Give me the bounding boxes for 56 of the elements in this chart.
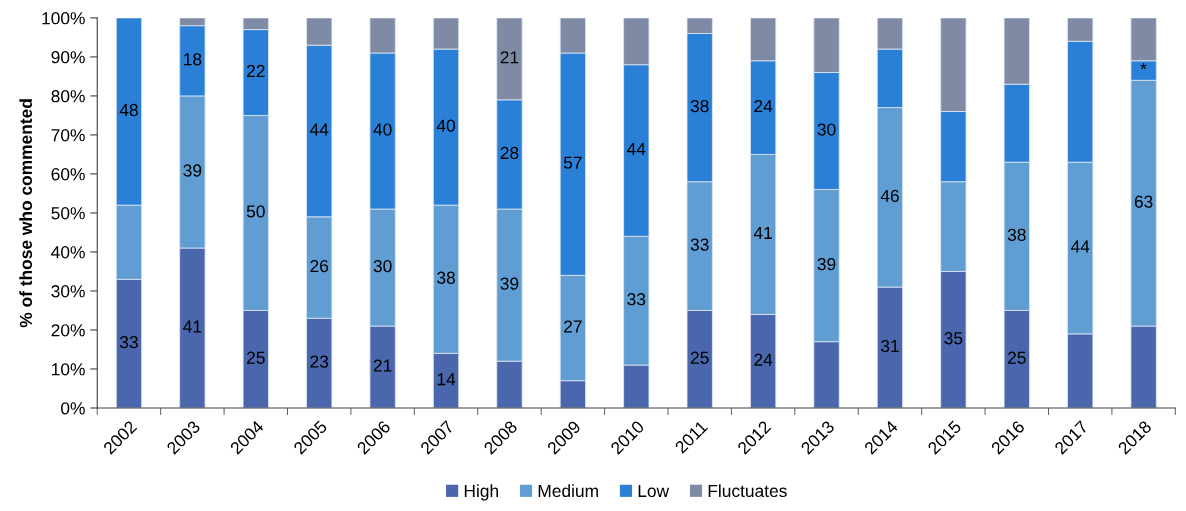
data-label: 21 <box>500 51 519 64</box>
data-label: 38 <box>690 99 709 113</box>
data-label: 40 <box>436 119 456 132</box>
data-label: 39 <box>817 257 836 271</box>
data-label: 57 <box>563 156 582 169</box>
data-label: 33 <box>627 293 646 306</box>
y-tick-label: 40% <box>51 246 85 259</box>
data-label: 30 <box>373 259 392 273</box>
data-label: 23 <box>310 355 329 368</box>
data-label: 33 <box>690 238 709 251</box>
data-label: 48 <box>119 103 138 117</box>
y-tick-label: 0% <box>61 402 85 415</box>
data-label: 21 <box>373 359 392 372</box>
y-tick-label: 10% <box>52 363 85 376</box>
y-tick-label: 70% <box>51 129 85 142</box>
data-label: 39 <box>183 164 202 177</box>
data-label: 44 <box>309 123 329 136</box>
data-label: 26 <box>310 259 329 273</box>
data-label: 24 <box>754 353 773 366</box>
data-label: 41 <box>183 320 202 333</box>
data-label: * <box>1140 63 1147 70</box>
data-label: 63 <box>1134 195 1153 208</box>
y-tick-label: 50% <box>51 207 85 220</box>
y-tick-label: 30% <box>51 285 85 298</box>
data-label: 28 <box>500 146 519 160</box>
data-label: 38 <box>1007 228 1026 241</box>
legend-label: Fluctuates <box>708 484 787 498</box>
data-label: 25 <box>1008 351 1026 364</box>
data-label: 44 <box>627 143 646 156</box>
y-tick-label: 60% <box>51 168 85 181</box>
data-label: 25 <box>690 351 709 364</box>
data-label: 38 <box>437 271 455 284</box>
data-label: 25 <box>247 351 265 364</box>
data-label: 30 <box>817 123 836 136</box>
data-label: 33 <box>119 335 138 349</box>
data-label: 41 <box>753 226 772 239</box>
legend-label: Low <box>638 484 670 498</box>
y-tick-label: 90% <box>51 51 85 64</box>
y-tick-label: 100% <box>42 12 85 25</box>
data-label: 31 <box>880 339 899 353</box>
data-label: 35 <box>944 332 963 345</box>
data-label: 50 <box>246 205 265 218</box>
data-label: 46 <box>880 189 899 202</box>
data-label: 44 <box>1070 240 1090 253</box>
data-label: 40 <box>373 123 392 136</box>
y-axis-title: % of those who commented <box>19 99 33 328</box>
legend-label: High <box>464 484 498 501</box>
data-label: 18 <box>184 53 202 66</box>
y-tick-label: 20% <box>51 324 85 337</box>
data-label: 39 <box>500 277 519 290</box>
legend-label: Medium <box>538 484 598 498</box>
data-label: 24 <box>754 99 773 113</box>
data-label: 27 <box>564 320 582 333</box>
data-label: 14 <box>437 373 456 386</box>
data-label: 22 <box>247 64 265 77</box>
y-tick-label: 80% <box>51 90 85 103</box>
